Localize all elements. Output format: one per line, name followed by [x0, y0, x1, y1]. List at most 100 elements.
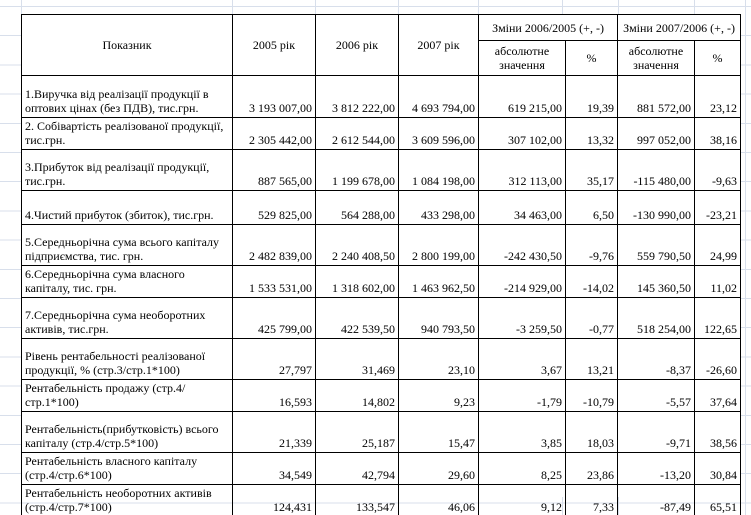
- value-cell[interactable]: 6,50: [565, 190, 618, 225]
- value-cell[interactable]: 19,39: [565, 75, 618, 118]
- col-header-percent-2007-2006[interactable]: %: [694, 40, 741, 76]
- col-header-percent-2006-2005[interactable]: %: [565, 40, 618, 76]
- value-cell[interactable]: 65,51: [694, 484, 741, 515]
- value-cell[interactable]: 312 113,00: [478, 149, 566, 191]
- indicator-cell[interactable]: 7.Середньорічна сума необоротних активів…: [21, 297, 233, 339]
- col-header-change-2007-2006[interactable]: Зміни 2007/2006 (+, -): [617, 14, 741, 41]
- value-cell[interactable]: 2 305 442,00: [232, 117, 316, 150]
- value-cell[interactable]: -14,02: [565, 265, 618, 298]
- indicator-cell[interactable]: 3.Прибуток від реалізації продукції, тис…: [21, 149, 233, 191]
- indicator-cell[interactable]: Рівень рентабельності реалізованої проду…: [21, 338, 233, 380]
- value-cell[interactable]: 34,549: [232, 452, 316, 485]
- value-cell[interactable]: 27,797: [232, 338, 316, 380]
- value-cell[interactable]: 23,12: [694, 75, 741, 118]
- value-cell[interactable]: -5,57: [617, 379, 695, 412]
- value-cell[interactable]: 1 463 962,50: [398, 265, 479, 298]
- value-cell[interactable]: 133,547: [315, 484, 399, 515]
- value-cell[interactable]: 9,12: [478, 484, 566, 515]
- value-cell[interactable]: 25,187: [315, 411, 399, 453]
- value-cell[interactable]: 8,25: [478, 452, 566, 485]
- value-cell[interactable]: -242 430,50: [478, 224, 566, 266]
- value-cell[interactable]: 13,21: [565, 338, 618, 380]
- value-cell[interactable]: 13,32: [565, 117, 618, 150]
- value-cell[interactable]: 35,17: [565, 149, 618, 191]
- indicator-cell[interactable]: Рентабельність необоротних активів (стр.…: [21, 484, 233, 515]
- value-cell[interactable]: 1 084 198,00: [398, 149, 479, 191]
- col-header-indicator[interactable]: Показник: [21, 14, 233, 76]
- value-cell[interactable]: 619 215,00: [478, 75, 566, 118]
- value-cell[interactable]: -9,63: [694, 149, 741, 191]
- value-cell[interactable]: 23,86: [565, 452, 618, 485]
- value-cell[interactable]: 11,02: [694, 265, 741, 298]
- value-cell[interactable]: 34 463,00: [478, 190, 566, 225]
- value-cell[interactable]: 564 288,00: [315, 190, 399, 225]
- value-cell[interactable]: -9,76: [565, 224, 618, 266]
- value-cell[interactable]: 38,16: [694, 117, 741, 150]
- value-cell[interactable]: 2 800 199,00: [398, 224, 479, 266]
- value-cell[interactable]: 9,23: [398, 379, 479, 412]
- value-cell[interactable]: 2 240 408,50: [315, 224, 399, 266]
- value-cell[interactable]: 23,10: [398, 338, 479, 380]
- value-cell[interactable]: 14,802: [315, 379, 399, 412]
- indicator-cell[interactable]: Рентабельність власного капіталу (стр.4/…: [21, 452, 233, 485]
- value-cell[interactable]: 46,06: [398, 484, 479, 515]
- value-cell[interactable]: -8,37: [617, 338, 695, 380]
- indicator-cell[interactable]: 4.Чистий прибуток (збиток), тис.грн.: [21, 190, 233, 225]
- value-cell[interactable]: 3 193 007,00: [232, 75, 316, 118]
- value-cell[interactable]: 3,85: [478, 411, 566, 453]
- value-cell[interactable]: -23,21: [694, 190, 741, 225]
- value-cell[interactable]: 422 539,50: [315, 297, 399, 339]
- indicator-cell[interactable]: 5.Середньорічна сума всього капіталу під…: [21, 224, 233, 266]
- value-cell[interactable]: 3 812 222,00: [315, 75, 399, 118]
- value-cell[interactable]: 29,60: [398, 452, 479, 485]
- col-header-year-2005[interactable]: 2005 рік: [232, 14, 316, 76]
- value-cell[interactable]: 2 482 839,00: [232, 224, 316, 266]
- value-cell[interactable]: -10,79: [565, 379, 618, 412]
- value-cell[interactable]: 1 533 531,00: [232, 265, 316, 298]
- value-cell[interactable]: 30,84: [694, 452, 741, 485]
- value-cell[interactable]: -3 259,50: [478, 297, 566, 339]
- value-cell[interactable]: 18,03: [565, 411, 618, 453]
- value-cell[interactable]: -26,60: [694, 338, 741, 380]
- value-cell[interactable]: 997 052,00: [617, 117, 695, 150]
- value-cell[interactable]: -130 990,00: [617, 190, 695, 225]
- value-cell[interactable]: 24,99: [694, 224, 741, 266]
- value-cell[interactable]: -1,79: [478, 379, 566, 412]
- value-cell[interactable]: 529 825,00: [232, 190, 316, 225]
- value-cell[interactable]: 42,794: [315, 452, 399, 485]
- value-cell[interactable]: -115 480,00: [617, 149, 695, 191]
- value-cell[interactable]: 425 799,00: [232, 297, 316, 339]
- value-cell[interactable]: 881 572,00: [617, 75, 695, 118]
- indicator-cell[interactable]: 6.Середньорічна сума власного капіталу, …: [21, 265, 233, 298]
- value-cell[interactable]: 37,64: [694, 379, 741, 412]
- value-cell[interactable]: 21,339: [232, 411, 316, 453]
- indicator-cell[interactable]: Рентабельність продажу (стр.4/стр.1*100): [21, 379, 233, 412]
- value-cell[interactable]: 1 199 678,00: [315, 149, 399, 191]
- value-cell[interactable]: 518 254,00: [617, 297, 695, 339]
- value-cell[interactable]: -13,20: [617, 452, 695, 485]
- indicator-cell[interactable]: Рентабельність(прибутковість) всього кап…: [21, 411, 233, 453]
- value-cell[interactable]: -0,77: [565, 297, 618, 339]
- value-cell[interactable]: 38,56: [694, 411, 741, 453]
- value-cell[interactable]: 16,593: [232, 379, 316, 412]
- value-cell[interactable]: 122,65: [694, 297, 741, 339]
- value-cell[interactable]: -9,71: [617, 411, 695, 453]
- col-header-abs-value-2006-2005[interactable]: абсолютне значення: [478, 40, 566, 76]
- col-header-year-2007[interactable]: 2007 рік: [398, 14, 479, 76]
- col-header-abs-value-2007-2006[interactable]: абсолютне значення: [617, 40, 695, 76]
- value-cell[interactable]: 1 318 602,00: [315, 265, 399, 298]
- indicator-cell[interactable]: 2. Собівартість реалізованої продукції, …: [21, 117, 233, 150]
- value-cell[interactable]: 433 298,00: [398, 190, 479, 225]
- indicator-cell[interactable]: 1.Виручка від реалізації продукції в опт…: [21, 75, 233, 118]
- value-cell[interactable]: 31,469: [315, 338, 399, 380]
- value-cell[interactable]: 307 102,00: [478, 117, 566, 150]
- value-cell[interactable]: 3,67: [478, 338, 566, 380]
- value-cell[interactable]: 4 693 794,00: [398, 75, 479, 118]
- value-cell[interactable]: 887 565,00: [232, 149, 316, 191]
- value-cell[interactable]: 559 790,50: [617, 224, 695, 266]
- value-cell[interactable]: 15,47: [398, 411, 479, 453]
- value-cell[interactable]: -87,49: [617, 484, 695, 515]
- value-cell[interactable]: 940 793,50: [398, 297, 479, 339]
- value-cell[interactable]: 124,431: [232, 484, 316, 515]
- value-cell[interactable]: 7,33: [565, 484, 618, 515]
